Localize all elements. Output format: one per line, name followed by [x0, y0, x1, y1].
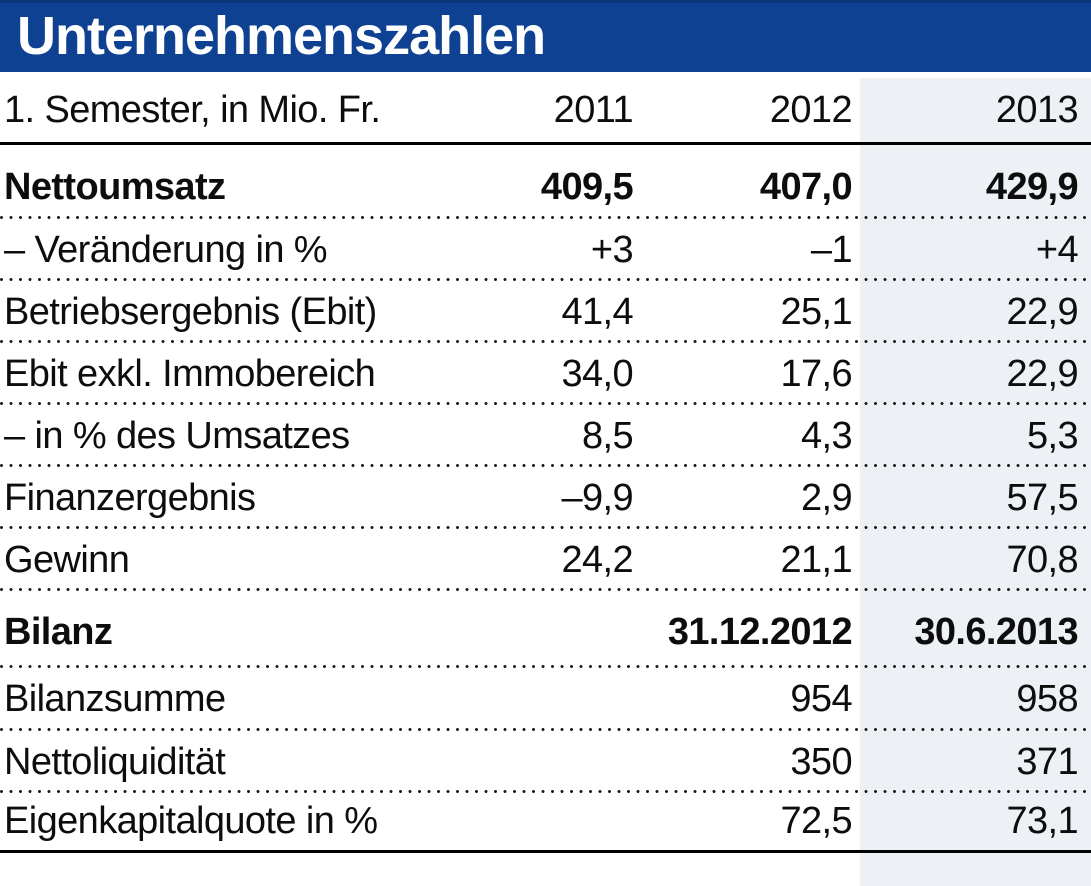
dotted-divider: [0, 216, 1091, 219]
row-label: – in % des Umsatzes: [4, 414, 350, 457]
cell-value: 409,5: [540, 166, 634, 208]
cell-value: +4: [1035, 228, 1079, 271]
row-label: Finanzergebnis: [4, 476, 256, 519]
row-label: Nettoliquidität: [4, 740, 226, 783]
cell-value: 24,2: [561, 538, 633, 581]
cell-value: 25,1: [780, 290, 852, 333]
date-label: 31.12.2012: [667, 611, 853, 653]
row-label: Nettoumsatz: [4, 166, 226, 208]
cell-value: 958: [1016, 678, 1078, 720]
dotted-divider: [0, 464, 1091, 467]
cell-value: +3: [590, 228, 634, 271]
cell-value: 954: [790, 678, 852, 720]
row-label: Bilanzsumme: [4, 678, 226, 720]
cell-value: 429,9: [985, 166, 1079, 208]
dotted-divider: [0, 340, 1091, 343]
dotted-divider: [0, 665, 1091, 668]
table-row: – in % des Umsatzes 8,5 4,3 5,3: [0, 405, 1091, 467]
table-row: Betriebsergebnis (Ebit) 41,4 25,1 22,9: [0, 281, 1091, 343]
data-table: 1. Semester, in Mio. Fr. 2011 2012 2013 …: [0, 78, 1091, 853]
cell-value: 72,5: [780, 800, 852, 842]
dotted-divider: [0, 278, 1091, 281]
title-bar: Unternehmenszahlen: [0, 0, 1091, 72]
cell-value: 70,8: [1006, 538, 1078, 581]
highlight-column-2013: [860, 78, 1091, 886]
table-row: Finanzergebnis –9,9 2,9 57,5: [0, 467, 1091, 529]
cell-value: 4,3: [800, 414, 853, 457]
row-label: Betriebsergebnis (Ebit): [4, 290, 377, 333]
table-row: Ebit exkl. Immobereich 34,0 17,6 22,9: [0, 343, 1091, 405]
dotted-divider: [0, 402, 1091, 405]
year-label-2011: 2011: [553, 88, 634, 131]
cell-value: 34,0: [561, 352, 633, 395]
year-label-2012: 2012: [769, 88, 853, 131]
table-row: Eigenkapitalquote in % 72,5 73,1: [0, 793, 1091, 853]
table-row: – Veränderung in % +3 –1 +4: [0, 219, 1091, 281]
cell-value: 17,6: [780, 352, 852, 395]
cell-value: 41,4: [561, 290, 633, 333]
table-row: Gewinn 24,2 21,1 70,8: [0, 529, 1091, 591]
row-label: Gewinn: [4, 538, 130, 581]
cell-value: –9,9: [561, 476, 633, 519]
dotted-divider: [0, 526, 1091, 529]
cell-value: –1: [810, 228, 853, 271]
cell-value: 5,3: [1026, 414, 1079, 457]
row-label: – Veränderung in %: [4, 228, 328, 271]
cell-value: 2,9: [800, 476, 853, 519]
cell-value: 8,5: [581, 414, 634, 457]
dotted-divider: [0, 588, 1091, 591]
row-label: Eigenkapitalquote in %: [4, 800, 378, 842]
unit-label: 1. Semester, in Mio. Fr.: [4, 88, 381, 131]
cell-value: 73,1: [1006, 800, 1078, 842]
cell-value: 350: [790, 740, 852, 783]
table-row: Nettoliquidität 350 371: [0, 731, 1091, 793]
dotted-divider: [0, 728, 1091, 731]
cell-value: 21,1: [780, 538, 852, 581]
cell-value: 407,0: [759, 166, 853, 208]
section-label: Bilanz: [4, 611, 113, 653]
row-label: Ebit exkl. Immobereich: [4, 352, 376, 395]
cell-value: 371: [1016, 740, 1078, 783]
table-header-row: 1. Semester, in Mio. Fr. 2011 2012 2013: [0, 78, 1091, 145]
date-label: 30.6.2013: [914, 611, 1078, 653]
year-label-2013: 2013: [995, 88, 1079, 131]
section-header-row: Bilanz 31.12.2012 30.6.2013: [0, 591, 1091, 668]
table-row: Bilanzsumme 954 958: [0, 668, 1091, 731]
cell-value: 57,5: [1006, 476, 1078, 519]
dotted-divider: [0, 790, 1091, 793]
table-row: Nettoumsatz 409,5 407,0 429,9: [0, 145, 1091, 219]
cell-value: 22,9: [1006, 352, 1078, 395]
page-title: Unternehmenszahlen: [17, 5, 546, 66]
cell-value: 22,9: [1006, 290, 1078, 333]
